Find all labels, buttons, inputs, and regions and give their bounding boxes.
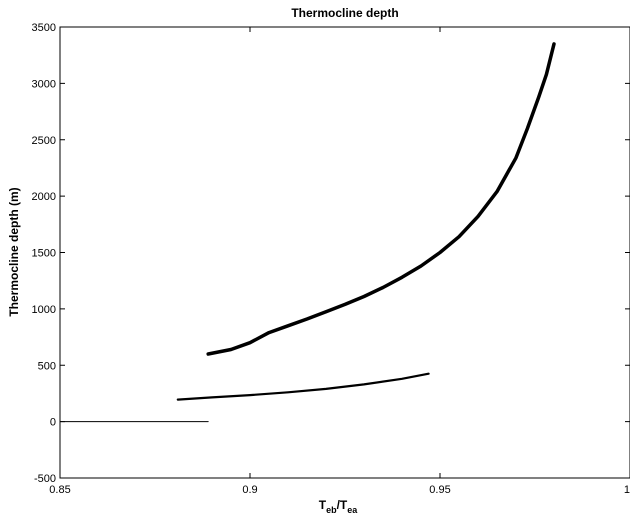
chart-title: Thermocline depth xyxy=(291,6,398,20)
y-tick-label: 3000 xyxy=(32,78,56,90)
x-axis-label-sep: /T xyxy=(337,498,348,512)
y-tick-label: 1000 xyxy=(32,304,56,316)
y-tick-label: -500 xyxy=(34,473,56,485)
series-line-2 xyxy=(176,372,430,401)
x-axis-label: Teb/Tea xyxy=(319,498,359,515)
x-axis-label-sub1: eb xyxy=(326,505,337,515)
y-tick-label: 0 xyxy=(50,417,56,429)
plot-area xyxy=(59,42,556,423)
x-tick-label: 0.9 xyxy=(242,484,257,496)
y-axis-label: Thermocline depth (m) xyxy=(7,187,21,316)
y-tick-label: 1500 xyxy=(32,248,56,260)
x-axis-label-sub2: ea xyxy=(347,505,358,515)
x-tick-label: 1 xyxy=(624,484,630,496)
y-tick-label: 2000 xyxy=(32,191,56,203)
x-axis-label-base: T xyxy=(319,498,327,512)
x-axis: 0.85 0.9 0.95 1 xyxy=(49,27,630,496)
series-line-1 xyxy=(206,42,556,356)
y-tick-label: 2500 xyxy=(32,135,56,147)
plot-frame xyxy=(59,26,630,479)
x-tick-label: 0.85 xyxy=(49,484,70,496)
y-tick-label: 500 xyxy=(38,360,56,372)
y-axis: -500 0 500 1000 1500 2000 2500 3000 3500 xyxy=(32,22,630,485)
x-tick-label: 0.95 xyxy=(429,484,450,496)
y-tick-label: 3500 xyxy=(32,22,56,34)
